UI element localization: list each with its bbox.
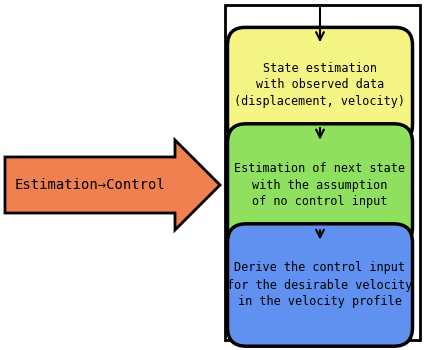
Polygon shape [5, 140, 220, 230]
FancyBboxPatch shape [227, 27, 412, 142]
Text: Derive the control input
for the desirable velocity
in the velocity profile: Derive the control input for the desirab… [227, 261, 413, 308]
FancyBboxPatch shape [227, 124, 412, 246]
Bar [225, 5, 420, 340]
FancyBboxPatch shape [227, 224, 412, 346]
Text: State estimation
with observed data
(displacement, velocity): State estimation with observed data (dis… [234, 62, 405, 108]
Text: Estimation→Control: Estimation→Control [15, 178, 166, 192]
Text: Estimation of next state
with the assumption
of no control input: Estimation of next state with the assump… [234, 161, 405, 209]
